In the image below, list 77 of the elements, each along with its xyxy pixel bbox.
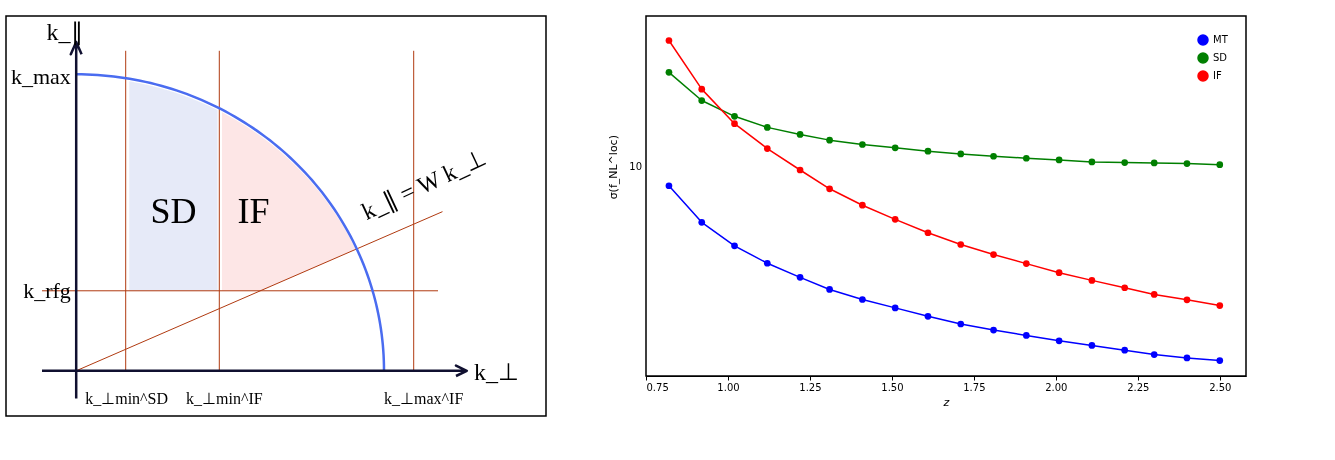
point [1088,342,1096,349]
point [796,274,804,281]
point [859,141,866,148]
point [1022,154,1030,162]
point [957,150,965,158]
text: k_∥ [46,19,83,47]
text: IF [237,190,270,231]
x-axis-title: z [942,395,950,409]
text: SD [150,190,197,231]
point [796,166,804,174]
x-tick-label: 2.50 [1209,381,1232,393]
text: k_⊥max^IF [384,389,464,407]
point [826,136,833,144]
point [665,182,673,190]
point [731,112,738,120]
point [665,69,673,76]
text: k_⊥min^SD [85,389,169,407]
text: k_⊥ [474,358,519,385]
point [1216,357,1224,364]
point [891,144,899,152]
point [1022,260,1030,267]
point [1216,161,1224,168]
point [796,131,804,138]
point [826,286,833,293]
x-tick-label: 2.25 [1127,381,1150,393]
point [1183,160,1191,167]
point [1150,351,1158,358]
point [957,320,965,328]
point [1150,159,1158,167]
point [891,215,899,223]
point [1088,158,1096,166]
point [891,304,899,312]
point [859,296,866,303]
x-tick-label: 1.50 [881,381,904,393]
legend-label: SD [1213,52,1228,63]
point [1055,269,1063,277]
x-tick-label: 0.75 [646,381,669,393]
point [826,185,833,193]
point [1183,354,1191,362]
point [731,120,738,128]
text: k_max [10,63,71,89]
point [763,145,771,152]
point [763,124,771,131]
point [1121,346,1129,354]
point [1183,296,1191,304]
point [731,242,738,250]
point [1150,291,1158,298]
point [957,241,965,248]
point [1088,277,1096,284]
point [859,201,866,209]
x-tick-label: 2.00 [1045,381,1068,393]
x-tick-label: 1.25 [799,381,822,393]
point [1121,159,1129,166]
point [698,85,706,93]
text: k_∥ = W k_⊥ [357,144,491,226]
point [924,147,932,155]
point [763,259,771,267]
legend-label: MT [1213,34,1229,45]
point [1055,337,1063,345]
y-axis-title: σ(f_NL^loc) [607,135,620,200]
x-tick-label: 1.75 [963,381,986,393]
x-tick-label: 1.00 [717,381,740,393]
point [698,218,706,226]
point [990,152,997,160]
point [1121,284,1129,292]
text: 10 [629,161,642,173]
point [1022,332,1030,339]
point [1216,302,1224,309]
point [924,229,932,237]
legend-label: IF [1213,70,1222,81]
point [990,326,997,334]
point [1055,156,1063,164]
point [698,97,706,104]
text: k_⊥min^IF [186,389,263,407]
point [990,251,997,258]
point [665,37,673,44]
point [924,312,932,320]
